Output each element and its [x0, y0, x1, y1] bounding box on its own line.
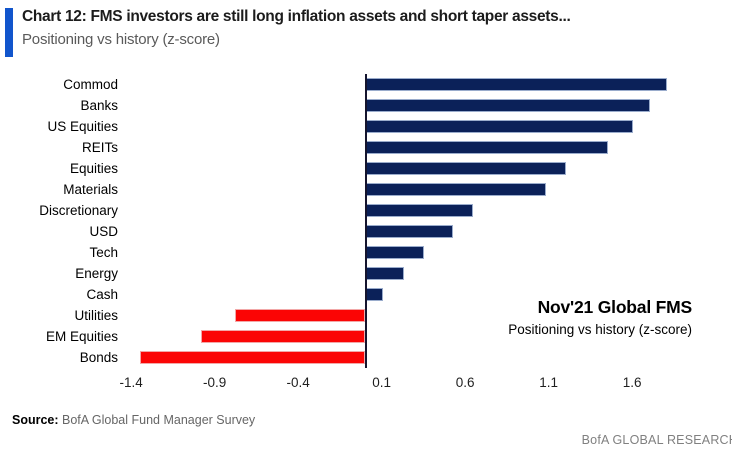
category-label: EM Equities	[45, 329, 118, 344]
category-label: Banks	[80, 98, 118, 113]
annotation-subtitle: Positioning vs history (z-score)	[508, 322, 692, 337]
bar-em-equities	[201, 330, 365, 343]
category-label: US Equities	[47, 119, 118, 134]
title-accent-bar	[5, 8, 13, 57]
category-label: Commod	[63, 77, 118, 92]
chart-annotation: Nov'21 Global FMS Positioning vs history…	[508, 297, 692, 337]
bar-reits	[366, 141, 609, 154]
category-label: Equities	[69, 161, 118, 176]
category-label: USD	[89, 224, 118, 239]
bar-tech	[366, 246, 425, 259]
x-tick-label: 0.6	[455, 375, 475, 390]
source-text: BofA Global Fund Manager Survey	[58, 413, 256, 427]
category-label: Cash	[86, 287, 118, 302]
x-tick-label: -0.4	[286, 375, 310, 390]
x-tick-label: 1.1	[539, 375, 559, 390]
bar-utilities	[234, 309, 365, 322]
chart-subtitle: Positioning vs history (z-score)	[22, 31, 220, 48]
x-tick-label: -1.4	[119, 375, 143, 390]
x-tick-label: 0.1	[372, 375, 392, 390]
bar-equities	[366, 162, 567, 175]
category-label: Discretionary	[39, 203, 118, 218]
bar-cash	[366, 288, 383, 301]
brand-text: BofA GLOBAL RESEARCH	[581, 433, 732, 447]
bar-bonds	[139, 351, 365, 364]
bar-us-equities	[366, 120, 634, 133]
bar-energy	[366, 267, 405, 280]
chart-title: Chart 12: FMS investors are still long i…	[22, 8, 571, 25]
bar-commod	[366, 78, 667, 91]
category-label: Tech	[89, 245, 118, 260]
category-label: Energy	[75, 266, 118, 281]
bar-usd	[366, 225, 453, 238]
bar-materials	[366, 183, 547, 196]
source-label: Source:	[12, 413, 59, 427]
bar-banks	[366, 99, 650, 112]
category-label: Bonds	[79, 350, 118, 365]
x-tick-label: 1.6	[622, 375, 642, 390]
category-label: Materials	[63, 182, 118, 197]
x-tick-label: -0.9	[203, 375, 227, 390]
bar-discretionary	[366, 204, 473, 217]
source-line: Source: BofA Global Fund Manager Survey	[12, 413, 255, 427]
annotation-title: Nov'21 Global FMS	[537, 297, 693, 317]
category-label: REITs	[81, 140, 118, 155]
zero-axis-line	[364, 74, 367, 368]
category-label: Utilities	[74, 308, 118, 323]
